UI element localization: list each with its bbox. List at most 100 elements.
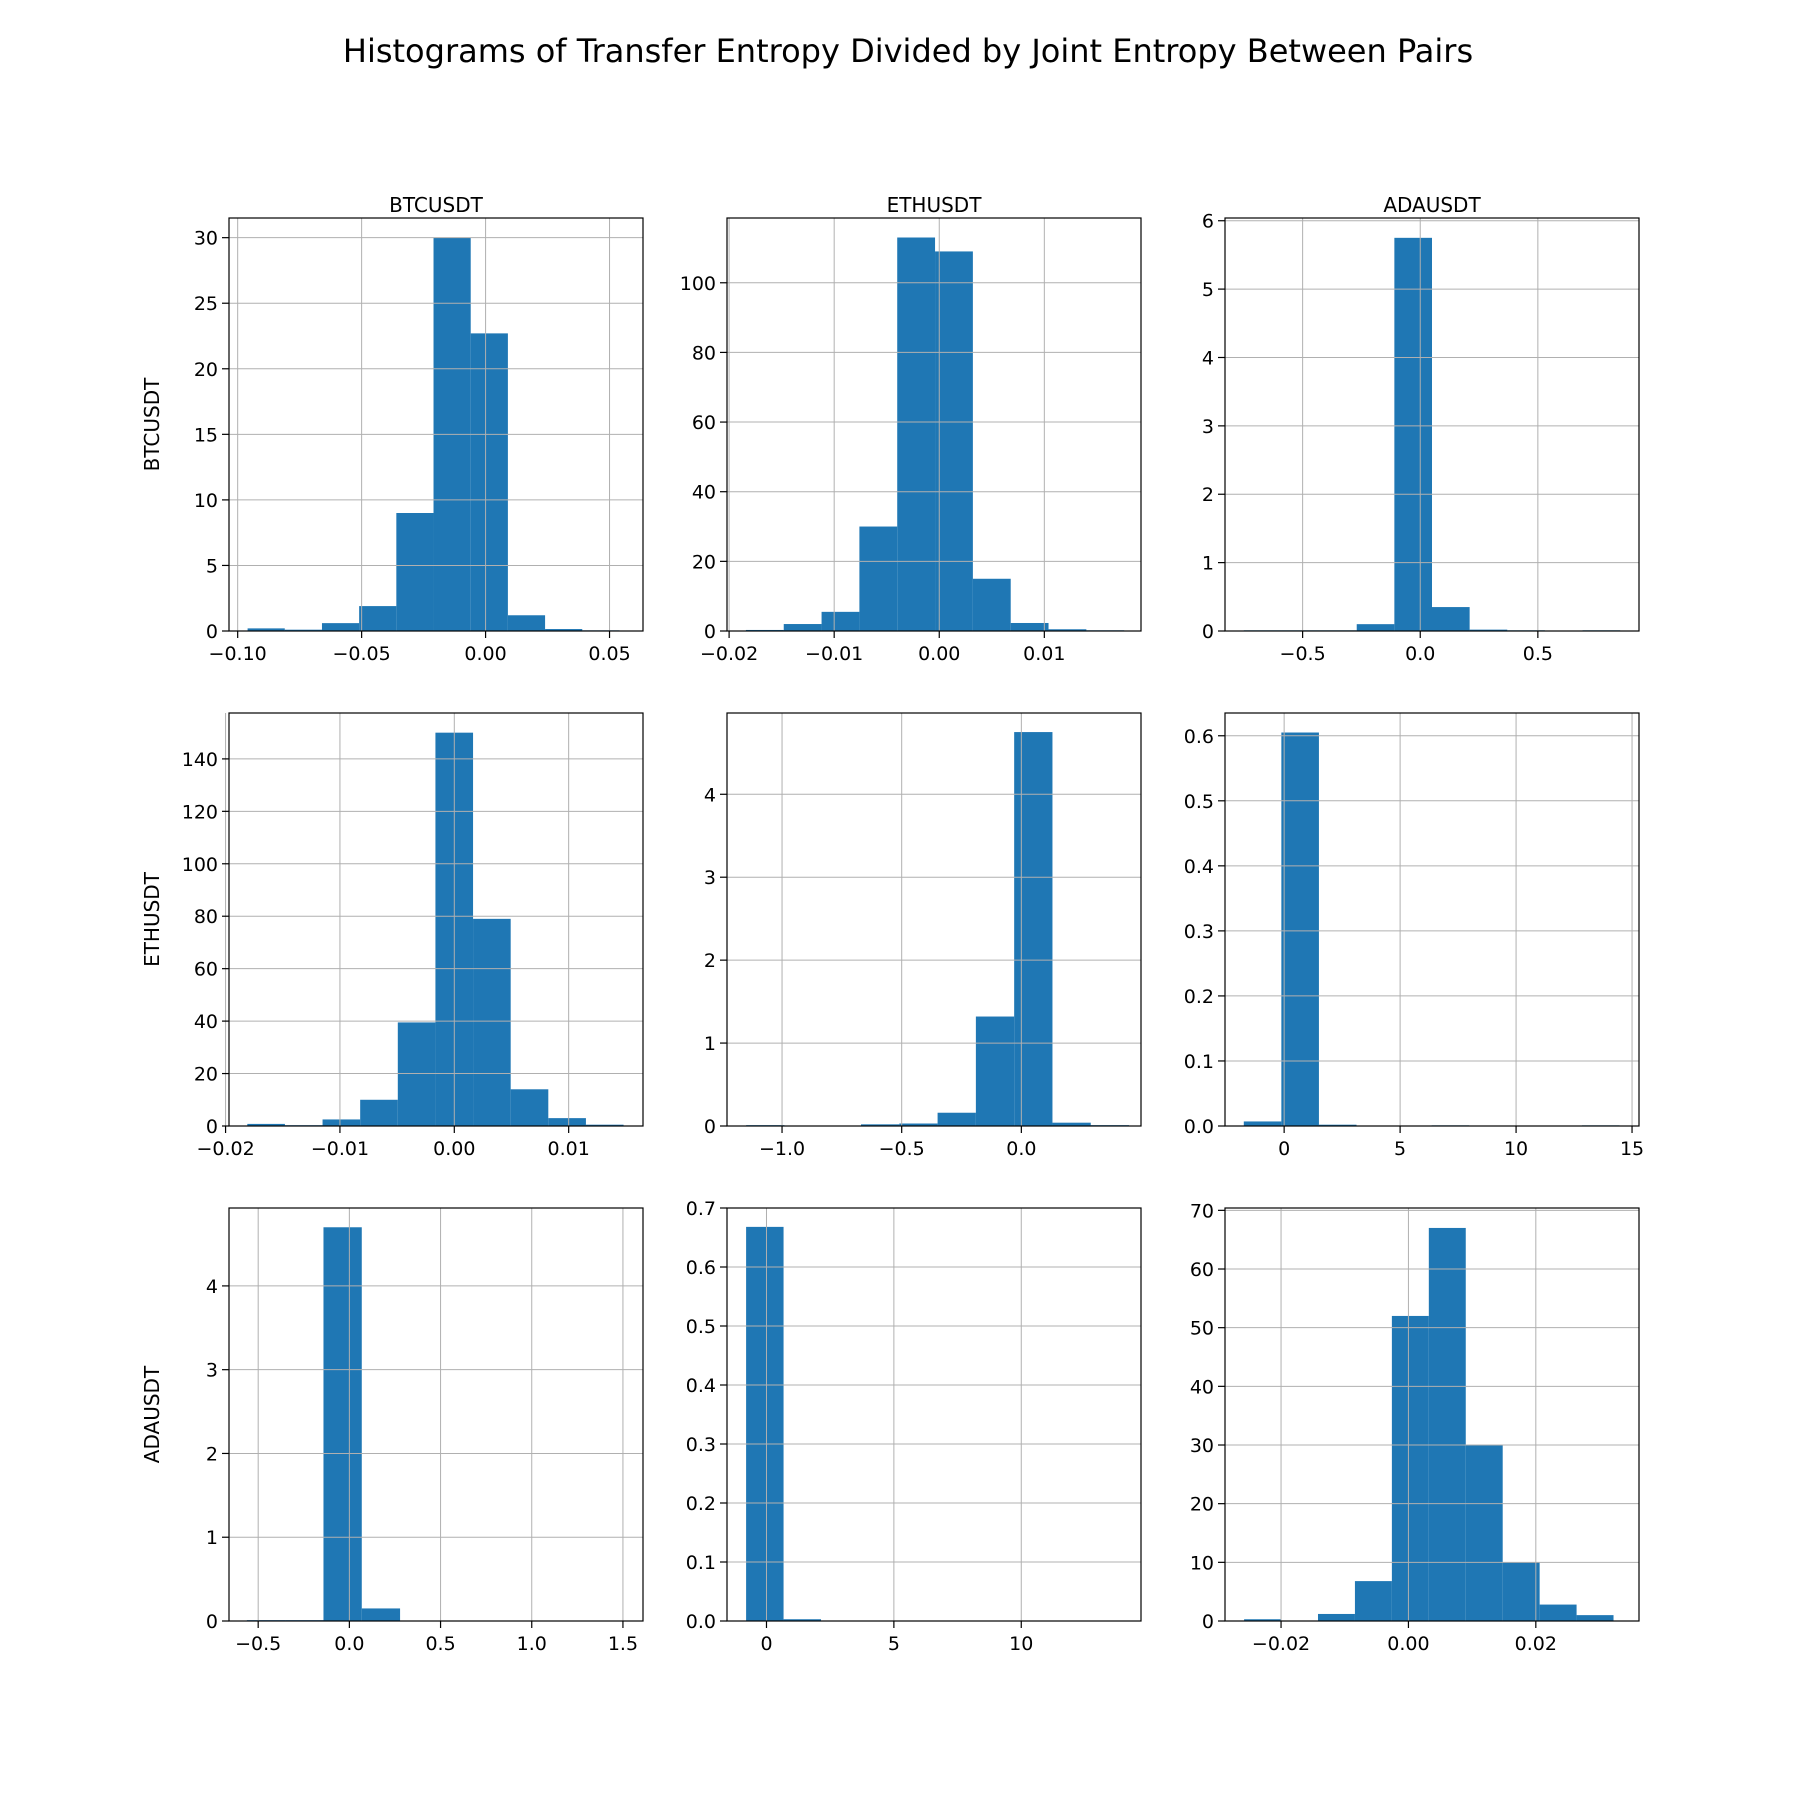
x-tick-label: −0.02: [1252, 1633, 1310, 1655]
y-tick-label: 0.5: [686, 1316, 716, 1338]
histogram-bar: [784, 624, 822, 631]
y-tick-label: 2: [704, 950, 716, 972]
y-tick-label: 4: [704, 784, 716, 806]
x-tick-label: −0.10: [209, 643, 267, 665]
x-tick-label: −0.01: [311, 1138, 369, 1160]
histogram-bar: [976, 1017, 1014, 1126]
y-tick-label: 10: [194, 490, 218, 512]
histogram-bar: [1577, 1615, 1614, 1621]
y-tick-label: 3: [704, 867, 716, 889]
y-tick-label: 30: [194, 228, 218, 250]
histogram-bar: [859, 527, 897, 631]
y-tick-label: 0.6: [1184, 726, 1214, 748]
y-tick-label: 100: [182, 854, 218, 876]
y-tick-label: 0.7: [686, 1198, 716, 1220]
y-tick-label: 20: [194, 359, 218, 381]
y-axis-label: ETHUSDT: [140, 871, 164, 967]
y-tick-label: 60: [692, 412, 716, 434]
y-tick-label: 15: [194, 424, 218, 446]
x-tick-label: −0.02: [700, 643, 758, 665]
y-tick-label: 4: [1202, 347, 1214, 369]
histogram-bar: [1014, 732, 1052, 1126]
y-tick-label: 0: [1202, 621, 1214, 643]
y-tick-label: 5: [206, 555, 218, 577]
y-tick-label: 6: [1202, 211, 1214, 233]
histogram-bar: [1318, 1614, 1355, 1621]
y-tick-label: 3: [1202, 416, 1214, 438]
y-tick-label: 60: [1190, 1259, 1214, 1281]
histogram-bar: [1466, 1445, 1503, 1621]
histogram-bar: [1392, 1316, 1429, 1621]
y-tick-label: 0.5: [1184, 791, 1214, 813]
y-tick-label: 0: [704, 1116, 716, 1138]
histogram-bar: [398, 1022, 436, 1126]
y-tick-label: 3: [206, 1360, 218, 1382]
x-tick-label: −0.5: [235, 1633, 281, 1655]
x-tick-label: 5: [1394, 1138, 1406, 1160]
histogram-bar: [935, 251, 973, 631]
x-tick-label: 0.00: [918, 643, 960, 665]
x-tick-label: −1.0: [759, 1138, 805, 1160]
histogram-bar: [1011, 623, 1049, 631]
y-tick-label: 1: [206, 1527, 218, 1549]
y-tick-label: 0: [206, 1116, 218, 1138]
y-tick-label: 60: [194, 959, 218, 981]
y-tick-label: 1: [704, 1033, 716, 1055]
x-tick-label: 0: [760, 1633, 772, 1655]
y-tick-label: 0.6: [686, 1257, 716, 1279]
y-tick-label: 1: [1202, 553, 1214, 575]
y-tick-label: 40: [194, 1011, 218, 1033]
histogram-bar: [473, 919, 511, 1126]
x-tick-label: −0.01: [805, 643, 863, 665]
histogram-bar: [1540, 1605, 1577, 1621]
y-tick-label: 0.3: [1184, 921, 1214, 943]
histogram-bar: [323, 1119, 361, 1126]
histogram-bar: [973, 579, 1011, 631]
histogram-bar: [359, 606, 396, 631]
y-tick-label: 2: [206, 1443, 218, 1465]
x-tick-label: 0.00: [433, 1138, 475, 1160]
histogram-bar: [1432, 607, 1470, 631]
y-axis-label: ADAUSDT: [140, 1365, 164, 1463]
figure-title: Histograms of Transfer Entropy Divided b…: [343, 32, 1473, 70]
y-tick-label: 0.4: [1184, 856, 1214, 878]
axes-frame: [727, 713, 1141, 1126]
histogram-bar: [1355, 1581, 1392, 1621]
y-tick-label: 25: [194, 293, 218, 315]
subplot-title: BTCUSDT: [389, 193, 483, 217]
histogram-bar: [1244, 1121, 1282, 1126]
y-tick-label: 140: [182, 749, 218, 771]
histogram-bar: [508, 615, 545, 631]
x-tick-label: −0.05: [333, 643, 391, 665]
x-tick-label: 5: [888, 1633, 900, 1655]
x-tick-label: 0.02: [1515, 1633, 1557, 1655]
y-tick-label: 40: [692, 482, 716, 504]
x-tick-label: 1.5: [608, 1633, 638, 1655]
x-tick-label: 0: [1278, 1138, 1290, 1160]
histogram-bar: [548, 1118, 586, 1126]
histogram-bar: [396, 513, 433, 631]
histogram-bar: [322, 623, 359, 631]
subplot-title: ETHUSDT: [887, 193, 983, 217]
histogram-bar: [360, 1100, 398, 1126]
y-tick-label: 0.4: [686, 1375, 716, 1397]
x-tick-label: 10: [1504, 1138, 1528, 1160]
x-tick-label: 0.5: [1523, 643, 1553, 665]
y-tick-label: 120: [182, 801, 218, 823]
x-tick-label: −0.02: [196, 1138, 254, 1160]
histogram-bar: [897, 238, 935, 631]
x-tick-label: 0.01: [1023, 643, 1065, 665]
x-tick-label: 0.0: [1405, 643, 1435, 665]
histogram-bar: [471, 333, 508, 631]
histogram-bar: [1281, 733, 1319, 1126]
histogram-bar: [1357, 624, 1395, 631]
y-tick-label: 0.0: [686, 1611, 716, 1633]
y-tick-label: 0.0: [1184, 1116, 1214, 1138]
y-tick-label: 50: [1190, 1318, 1214, 1340]
